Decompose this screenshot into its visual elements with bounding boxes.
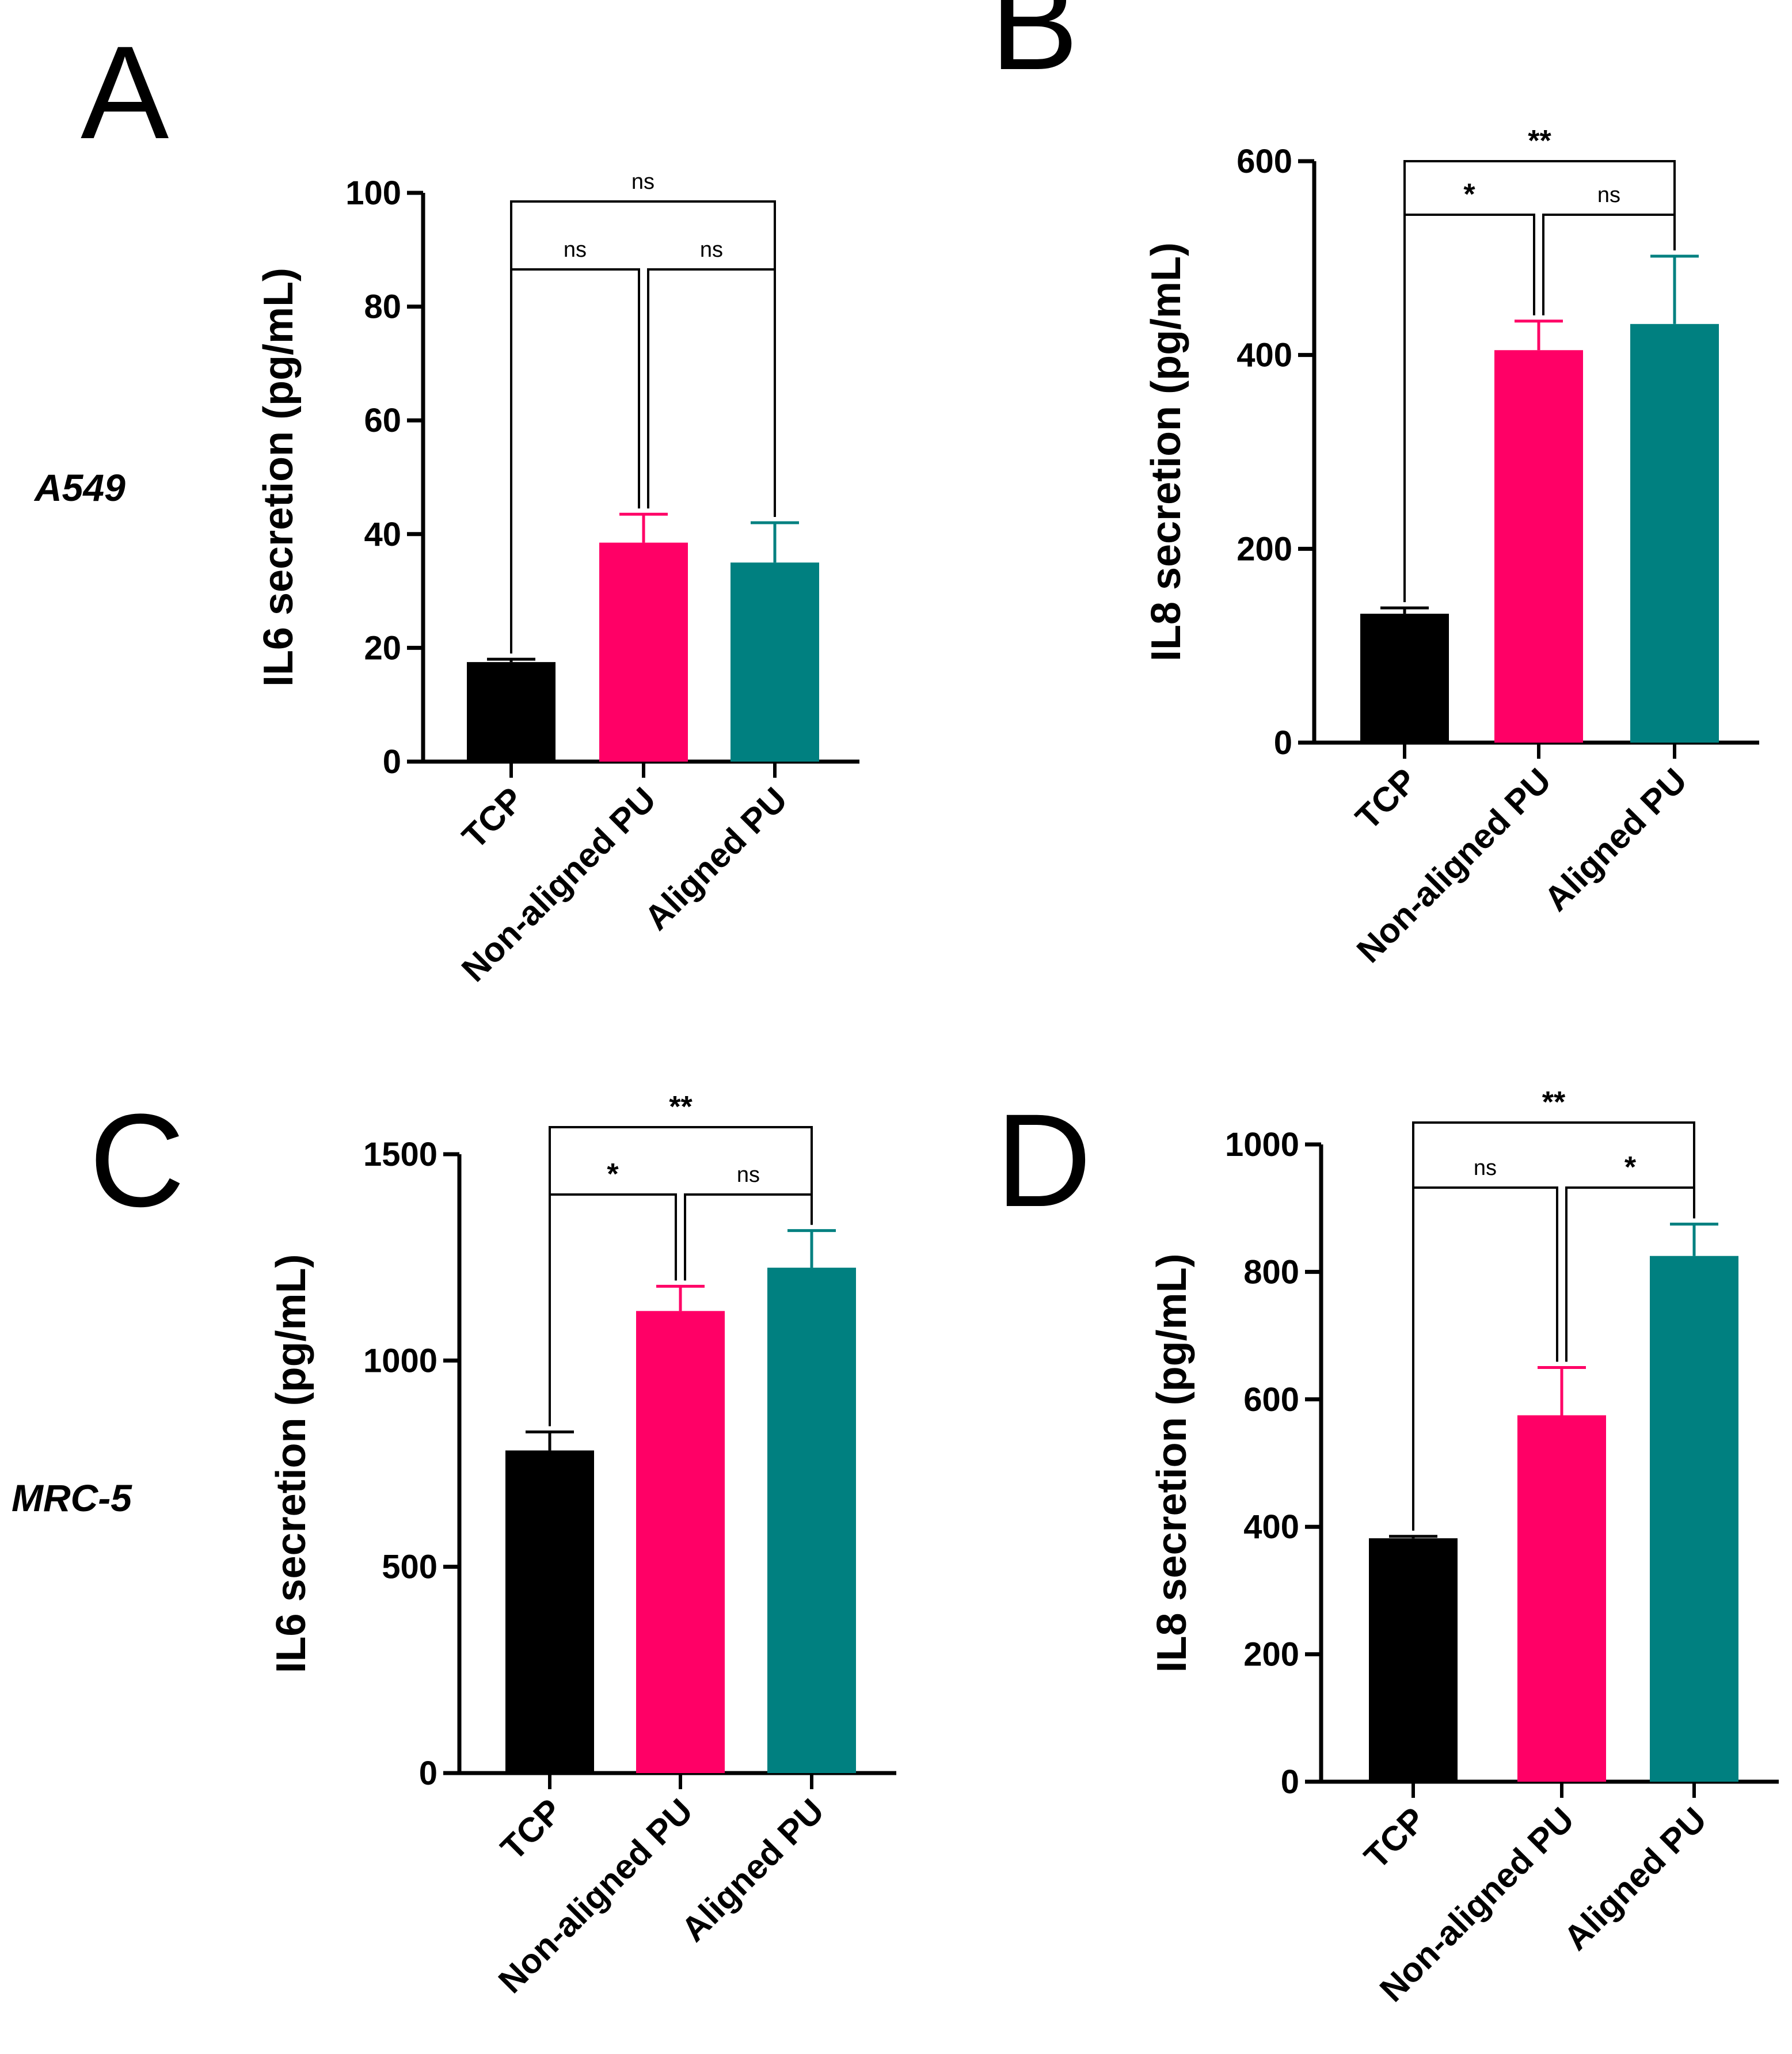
y-tick-label: 1000 <box>363 1342 437 1379</box>
significance-bracket <box>1403 160 1676 603</box>
panel-letter: D <box>996 1086 1091 1234</box>
y-tick-label: 0 <box>383 743 401 781</box>
significance-label: ** <box>669 1090 693 1124</box>
y-axis-title: IL8 secretion (pg/mL) <box>1149 1253 1195 1672</box>
category-label: TCP <box>1348 761 1424 837</box>
y-axis-title: IL8 secretion (pg/mL) <box>1143 242 1189 661</box>
significance-label: ns <box>737 1163 760 1187</box>
category-label: Aligned PU <box>1557 1800 1714 1958</box>
bar <box>1360 614 1449 743</box>
significance-label: * <box>607 1158 619 1191</box>
category-label: Aligned PU <box>637 780 795 938</box>
category-label: Aligned PU <box>1537 761 1695 919</box>
category-label: TCP <box>1357 1800 1433 1876</box>
y-tick-label: 60 <box>364 402 401 439</box>
category-label: TCP <box>455 780 531 856</box>
bar <box>1630 324 1719 743</box>
significance-bracket <box>647 268 776 518</box>
panel-letter: C <box>89 1086 185 1234</box>
category-label: Aligned PU <box>674 1791 832 1949</box>
significance-label: * <box>1463 178 1475 211</box>
y-tick-label: 800 <box>1243 1253 1299 1291</box>
y-tick-label: 200 <box>1243 1636 1299 1673</box>
panel-C: C MRC-5 0 500 1000 1500 IL6 secretion (pg/mL) T… <box>12 1086 896 2000</box>
significance-bracket <box>510 200 776 654</box>
y-tick-label: 0 <box>1281 1763 1299 1801</box>
panel-D: D 0 200 400 600 800 1000 IL8 secretion (pg/mL) T… <box>996 1086 1779 2009</box>
panel-A: A A549 0 20 40 60 80 100 IL6 secretion (pg/mL) TC… <box>33 18 859 989</box>
bar <box>1369 1538 1458 1782</box>
y-tick-label: 600 <box>1236 143 1292 180</box>
bar <box>636 1311 725 1773</box>
y-tick-label: 500 <box>382 1549 437 1586</box>
y-tick-label: 100 <box>345 174 401 212</box>
bar <box>1517 1415 1606 1782</box>
significance-label: ** <box>1528 124 1551 158</box>
significance-bracket <box>1412 1121 1695 1531</box>
significance-bracket <box>1542 214 1676 315</box>
significance-bracket <box>549 1126 813 1427</box>
y-axis-title: IL6 secretion (pg/mL) <box>256 268 302 687</box>
bar <box>731 562 819 762</box>
y-tick-label: 80 <box>364 288 401 326</box>
y-tick-label: 400 <box>1243 1508 1299 1546</box>
significance-label: ns <box>631 170 655 194</box>
significance-label: * <box>1624 1151 1637 1184</box>
significance-bracket <box>684 1193 813 1281</box>
y-tick-label: 0 <box>419 1755 437 1792</box>
significance-label: ns <box>564 238 587 262</box>
bar <box>1650 1256 1738 1782</box>
bar <box>767 1268 856 1773</box>
bar <box>1494 350 1583 743</box>
significance-label: ns <box>1474 1156 1497 1180</box>
y-axis-title: IL6 secretion (pg/mL) <box>268 1254 314 1673</box>
y-tick-label: 20 <box>364 629 401 667</box>
bar <box>599 542 688 762</box>
y-tick-label: 200 <box>1236 530 1292 568</box>
y-tick-label: 0 <box>1274 724 1292 762</box>
panel-letter: B <box>990 0 1078 97</box>
bar <box>467 662 556 762</box>
panel-letter: A <box>81 18 169 166</box>
significance-label: ** <box>1542 1086 1566 1119</box>
y-tick-label: 1500 <box>363 1136 437 1173</box>
row-label: A549 <box>33 466 125 509</box>
y-tick-label: 40 <box>364 516 401 553</box>
category-label: TCP <box>493 1791 569 1867</box>
significance-label: ns <box>700 238 723 262</box>
y-tick-label: 1000 <box>1225 1126 1299 1163</box>
bar <box>505 1450 594 1773</box>
y-tick-label: 400 <box>1236 337 1292 374</box>
row-label: MRC-5 <box>12 1477 132 1519</box>
significance-label: ns <box>1597 183 1620 207</box>
y-tick-label: 600 <box>1243 1381 1299 1418</box>
